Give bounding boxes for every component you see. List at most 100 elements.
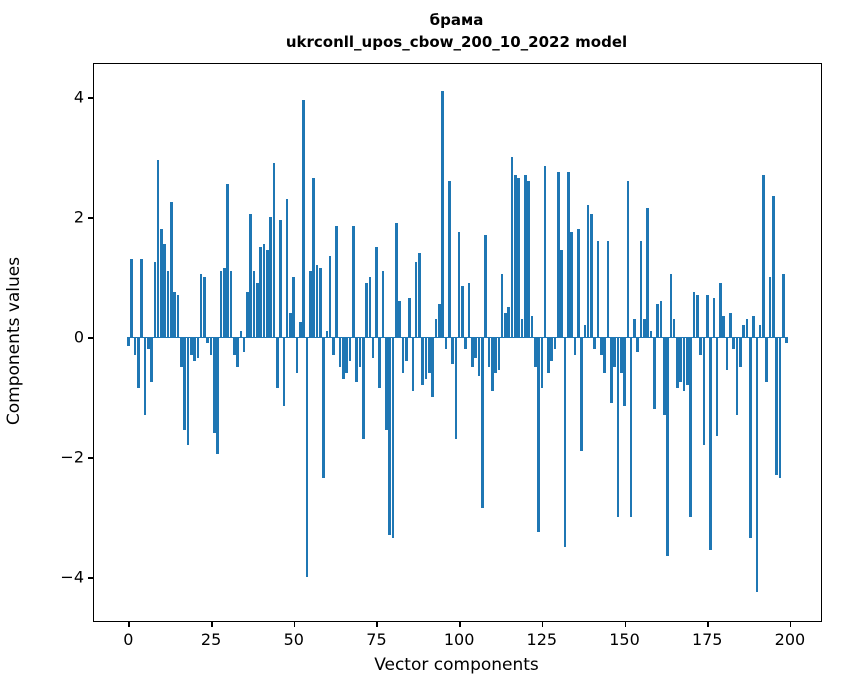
bar [143, 337, 147, 416]
bar [666, 337, 669, 557]
bar [699, 337, 702, 356]
y-tick-label: −2 [60, 447, 84, 467]
bar [186, 337, 190, 446]
bar [232, 337, 236, 356]
bar [689, 337, 692, 518]
bar [404, 337, 408, 362]
bar [576, 229, 580, 338]
bar [613, 337, 616, 368]
bar [394, 223, 398, 338]
bar [768, 277, 772, 338]
bar [652, 337, 656, 410]
bar [216, 337, 220, 455]
bar [437, 304, 441, 338]
bar [500, 274, 504, 338]
bar [682, 337, 686, 392]
bar [203, 277, 206, 338]
bar [229, 271, 233, 338]
bar [130, 259, 134, 338]
bar [170, 202, 173, 338]
bar [510, 157, 514, 338]
bar [305, 337, 309, 578]
bar [444, 337, 448, 350]
bar [180, 337, 183, 368]
bar [669, 274, 673, 338]
y-axis-label: Components values [4, 256, 24, 426]
bar [745, 319, 749, 338]
bar [583, 325, 587, 338]
bar [573, 337, 577, 356]
bar [176, 295, 180, 338]
bar [533, 337, 537, 368]
bar [408, 298, 411, 338]
bar [239, 331, 243, 338]
bar [322, 337, 325, 479]
bar [643, 319, 646, 338]
bar [553, 337, 557, 350]
bar [269, 217, 272, 338]
bar [259, 247, 263, 338]
bar [679, 337, 683, 383]
bar [537, 337, 540, 533]
x-tick-mark [376, 621, 378, 627]
bar [659, 301, 663, 338]
bar [289, 313, 292, 338]
bar [543, 166, 547, 338]
bar [318, 268, 322, 338]
bar [477, 337, 481, 377]
bar [719, 283, 722, 338]
bar [365, 283, 368, 338]
bar [547, 337, 550, 374]
y-tick-mark [88, 337, 94, 339]
bar [378, 337, 382, 389]
bar [487, 337, 491, 368]
bar [755, 337, 759, 593]
bar [785, 337, 788, 344]
bar [351, 226, 355, 338]
bar [325, 331, 329, 338]
bar [781, 274, 785, 338]
bar [242, 337, 246, 353]
bar [418, 253, 421, 338]
bar [560, 250, 563, 338]
bar [484, 235, 487, 338]
chart-title: брама ukrconll_upos_cbow_200_10_2022 mod… [93, 10, 820, 54]
y-tick-mark [88, 217, 94, 219]
bar [742, 325, 745, 338]
bar [738, 337, 742, 368]
bar [385, 337, 388, 431]
y-tick-label: 2 [73, 207, 84, 227]
bar [729, 313, 732, 338]
bar [272, 163, 276, 338]
bar [213, 337, 216, 434]
y-tick-mark [88, 577, 94, 579]
bar [715, 337, 719, 437]
bar [758, 325, 762, 338]
bar [368, 277, 372, 338]
bar [593, 337, 597, 350]
bar [282, 337, 286, 407]
bar [722, 316, 726, 338]
bar [639, 241, 643, 338]
bar [219, 271, 223, 338]
bar [454, 337, 458, 440]
x-axis-label: Vector components [374, 655, 539, 675]
x-tick-mark [293, 621, 296, 627]
bar [550, 337, 554, 362]
x-tick-mark [707, 621, 709, 627]
bar [629, 337, 633, 518]
bar [619, 337, 623, 374]
bar [256, 283, 259, 338]
bar [226, 184, 229, 338]
bar [428, 337, 431, 374]
bar [265, 250, 269, 338]
bar [570, 232, 573, 338]
bar [173, 292, 177, 338]
bar [328, 256, 332, 338]
bar [222, 268, 226, 338]
bar [520, 319, 524, 338]
bar [646, 208, 649, 338]
bar [447, 181, 451, 338]
bar [692, 292, 696, 338]
bar [140, 259, 143, 338]
